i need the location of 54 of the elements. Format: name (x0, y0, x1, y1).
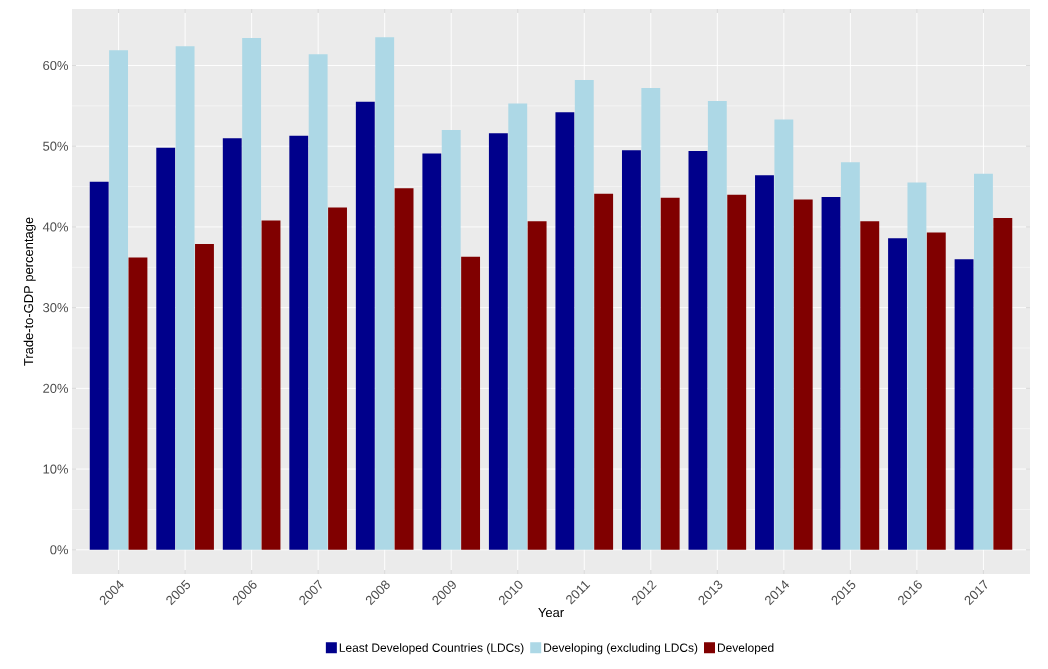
bar (461, 256, 481, 550)
legend-label: Least Developed Countries (LDCs) (339, 643, 524, 655)
bar (907, 182, 927, 550)
bar (328, 207, 347, 550)
y-tick-label: 10% (43, 464, 69, 474)
bar (688, 151, 708, 550)
bar (375, 37, 395, 550)
bar (594, 193, 614, 550)
bar (860, 221, 880, 550)
y-tick-label: 50% (43, 141, 69, 151)
x-axis-title: Year (538, 608, 564, 618)
bar (574, 80, 594, 550)
bar (242, 38, 262, 550)
bar (175, 46, 195, 550)
bar (926, 232, 946, 550)
bar (508, 103, 528, 550)
bar (774, 119, 794, 550)
bar (954, 259, 974, 550)
bar (755, 175, 774, 550)
y-tick-label: 30% (43, 303, 69, 313)
y-axis-title: Trade-to-GDP percentage (23, 217, 36, 366)
bar (888, 238, 907, 550)
bar (261, 220, 281, 550)
bar (993, 218, 1013, 550)
bar (355, 101, 375, 550)
bar (660, 197, 680, 550)
bar (821, 197, 841, 550)
bar (195, 243, 214, 550)
legend-label: Developing (excluding LDCs) (544, 643, 698, 655)
bar (109, 50, 129, 550)
y-tick-label: 40% (42, 222, 69, 232)
bar (394, 188, 414, 550)
bar (308, 54, 328, 550)
bar (128, 257, 148, 550)
legend-label: Developed (717, 643, 774, 655)
bar (488, 133, 508, 550)
bar (727, 194, 747, 550)
bar (89, 181, 109, 550)
bar (974, 173, 993, 550)
y-tick-label: 20% (43, 383, 69, 393)
bar (222, 138, 242, 550)
bar (289, 135, 309, 550)
bar (555, 112, 575, 550)
bar (707, 101, 727, 550)
bar (840, 162, 860, 550)
y-tick-label: 0% (50, 545, 69, 555)
bar (422, 153, 442, 550)
bar (441, 130, 461, 550)
bar (641, 88, 661, 550)
bar (621, 150, 641, 550)
y-tick-label: 60% (43, 60, 69, 71)
bar (156, 147, 176, 550)
bar (527, 221, 547, 550)
bar (793, 199, 813, 550)
